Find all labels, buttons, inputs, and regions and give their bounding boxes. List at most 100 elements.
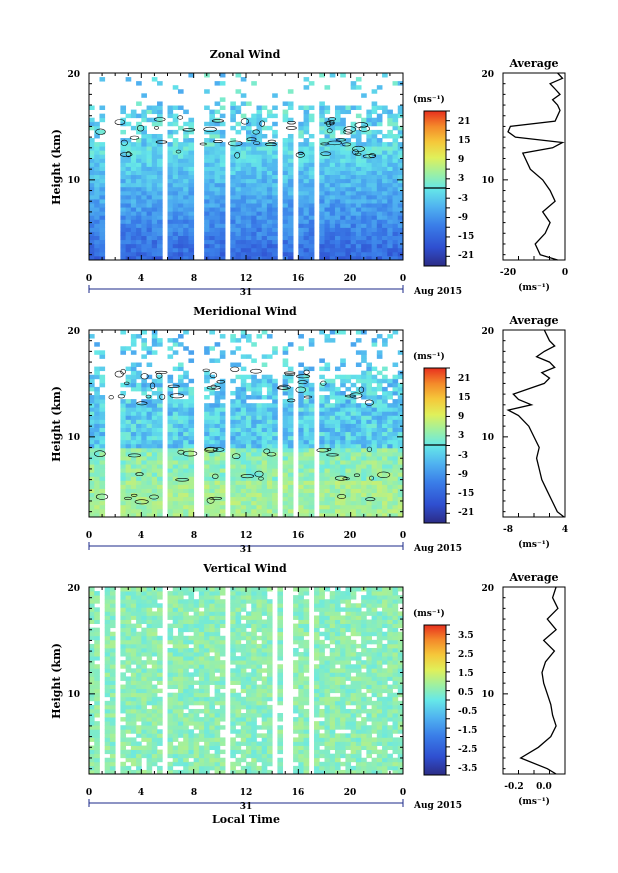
field-cell: [308, 451, 315, 457]
field-cell: [214, 684, 221, 690]
field-cell: [298, 496, 304, 502]
field-cell: [319, 162, 325, 167]
field-cell: [141, 460, 147, 465]
field-cell: [397, 150, 404, 155]
field-cell: [109, 696, 116, 702]
field-cell: [366, 484, 372, 489]
field-cell: [319, 129, 325, 135]
field-cell: [204, 447, 210, 453]
field-cell: [151, 162, 158, 167]
field-cell: [89, 725, 95, 730]
field-cell: [172, 623, 179, 629]
field-cell: [157, 443, 163, 449]
field-cell: [183, 717, 189, 722]
field-cell: [361, 484, 367, 489]
field-cell: [141, 255, 147, 261]
field-cell: [350, 243, 357, 249]
field-cell: [130, 708, 137, 714]
field-cell: [392, 231, 399, 237]
field-cell: [157, 468, 163, 473]
field-cell: [172, 456, 179, 461]
field-cell: [183, 737, 189, 742]
field-cell: [371, 484, 378, 489]
field-cell: [319, 464, 325, 469]
field-cell: [94, 753, 100, 759]
field-cell: [371, 390, 378, 396]
field-cell: [355, 166, 362, 171]
field-cell: [183, 480, 189, 485]
field-cell: [157, 656, 163, 661]
field-cell: [89, 255, 95, 261]
field-cell: [371, 138, 378, 143]
field-cell: [125, 227, 132, 232]
field-cell: [219, 464, 226, 469]
field-cell: [298, 435, 304, 441]
field-cell: [214, 607, 221, 612]
field-cell: [177, 342, 184, 347]
field-cell: [141, 512, 147, 518]
field-cell: [188, 427, 195, 433]
field-cell: [188, 170, 195, 176]
field-cell: [350, 508, 357, 514]
field-cell: [371, 451, 378, 457]
field-cell: [397, 125, 404, 131]
field-cell: [303, 194, 310, 200]
field-cell: [287, 415, 294, 420]
field-cell: [130, 427, 137, 433]
field-cell: [146, 591, 153, 596]
field-cell: [183, 496, 189, 502]
field-cell: [130, 508, 137, 514]
field-cell: [151, 668, 158, 673]
field-cell: [350, 468, 357, 473]
field-cell: [324, 500, 331, 506]
field-cell: [172, 142, 179, 147]
field-cell: [209, 757, 215, 763]
field-cell: [120, 431, 127, 437]
field-cell: [397, 382, 404, 388]
field-cell: [89, 451, 95, 457]
field-cell: [246, 146, 252, 151]
field-cell: [89, 704, 95, 710]
field-cell: [298, 346, 304, 351]
field-cell: [298, 129, 304, 135]
field-cell: [345, 138, 352, 143]
field-cell: [246, 223, 252, 228]
field-cell: [387, 407, 393, 412]
field-cell: [151, 350, 158, 355]
field-cell: [141, 484, 147, 489]
field-cell: [324, 423, 331, 428]
field-cell: [371, 231, 378, 237]
zero-contour: [320, 151, 332, 156]
field-cell: [371, 146, 378, 151]
field-cell: [235, 338, 242, 343]
field-cell: [272, 415, 278, 420]
field-cell: [355, 251, 362, 257]
field-cell: [282, 456, 289, 461]
field-cell: [89, 476, 95, 481]
field-cell: [89, 243, 95, 249]
field-cell: [319, 395, 325, 400]
field-cell: [251, 154, 257, 159]
zero-contour: [366, 446, 373, 453]
field-cell: [177, 174, 184, 180]
field-cell: [256, 243, 263, 249]
field-cell: [167, 435, 174, 441]
field-cell: [303, 190, 310, 196]
field-cell: [89, 619, 95, 624]
field-cell: [120, 427, 127, 433]
field-cell: [230, 235, 236, 241]
field-cell: [177, 504, 184, 510]
field-cell: [94, 460, 100, 465]
field-cell: [272, 203, 278, 208]
field-cell: [261, 476, 268, 481]
field-cell: [94, 423, 100, 428]
colorbar-label: 3: [458, 174, 464, 184]
colorbar-label: -3: [458, 451, 468, 461]
field-cell: [308, 235, 315, 241]
field-cell: [89, 672, 95, 677]
field-cell: [120, 704, 127, 710]
field-cell: [350, 251, 357, 257]
field-cell: [392, 182, 399, 188]
field-cell: [261, 243, 268, 249]
zero-contour: [296, 374, 311, 379]
